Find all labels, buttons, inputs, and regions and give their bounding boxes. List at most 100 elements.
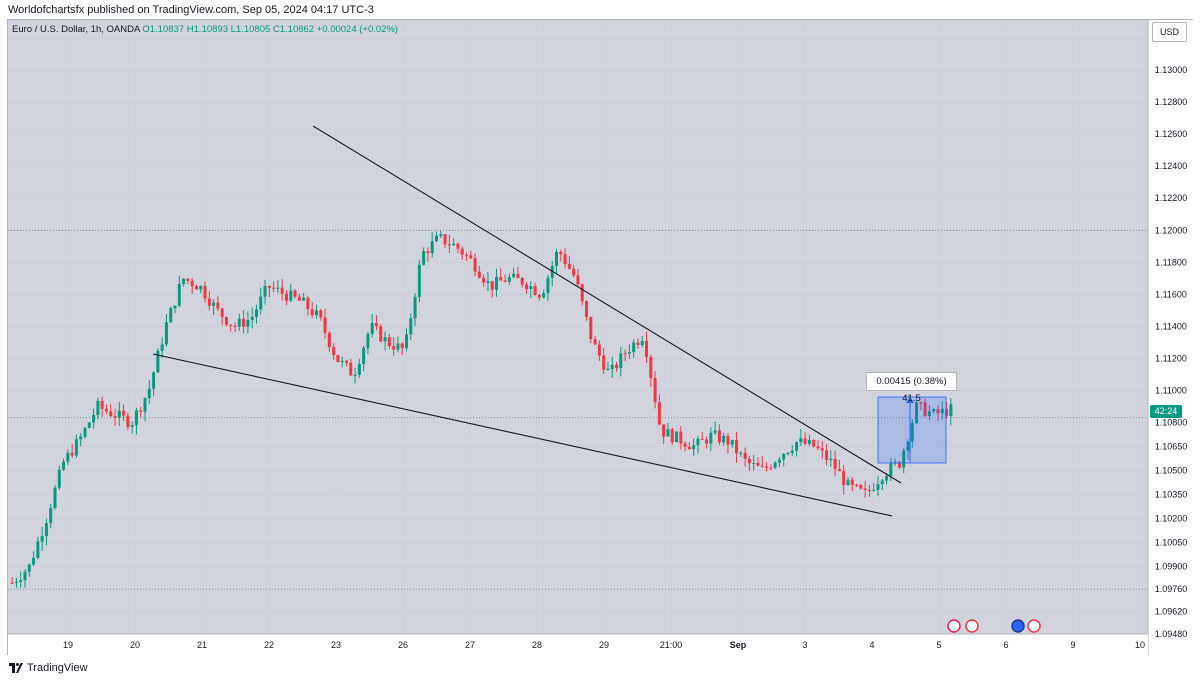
candle-body (387, 337, 391, 347)
candle-body (44, 522, 48, 537)
candlestick-chart[interactable]: 1.132001.130001.128001.126001.124001.122… (8, 20, 1194, 656)
candle-body (533, 286, 537, 295)
candle-body (773, 462, 777, 468)
candle-body (585, 301, 589, 317)
candle-body (57, 469, 61, 488)
candle-body (104, 408, 108, 412)
candle-body (636, 342, 640, 345)
candle-body (434, 235, 438, 242)
candle-body (833, 458, 837, 470)
candle-body (374, 322, 378, 327)
price-tick-label: 1.12400 (1155, 161, 1188, 171)
candle-body (297, 296, 301, 301)
candle-body (396, 343, 400, 350)
countdown-badge: 42:24 (1150, 405, 1182, 418)
candle-body (546, 277, 550, 293)
candle-body (152, 372, 156, 389)
candle-body (765, 466, 769, 468)
time-tick-label: 21 (197, 640, 207, 650)
candle-body (790, 450, 794, 453)
candle-body (825, 450, 829, 460)
candle-body (464, 254, 468, 256)
candle-body (872, 489, 876, 491)
candle-body (687, 446, 691, 450)
candle-body (906, 441, 910, 451)
candle-body (842, 471, 846, 486)
candle-body (726, 435, 730, 445)
candle-body (74, 439, 78, 456)
chart-panel[interactable]: 1.132001.130001.128001.126001.124001.122… (7, 19, 1194, 656)
candle-body (662, 424, 666, 437)
candle-body (79, 436, 83, 440)
us-flag-icon[interactable] (965, 619, 979, 633)
candle-body (889, 463, 893, 477)
candle-body (27, 564, 31, 572)
candle-body (910, 422, 914, 442)
candle-body (109, 411, 113, 417)
candle-body (332, 347, 336, 356)
candle-body (469, 255, 473, 259)
candle-body (70, 452, 74, 456)
candle-body (743, 452, 747, 459)
candle-body (276, 287, 280, 289)
price-tick-label: 1.10350 (1155, 490, 1188, 500)
candle-body (795, 442, 799, 451)
candle-body (259, 296, 263, 310)
candle-body (177, 283, 181, 306)
candle-body (683, 443, 687, 447)
candle-body (319, 310, 323, 318)
time-tick-label: 27 (465, 640, 475, 650)
flash-icon[interactable] (947, 619, 961, 633)
candle-body (777, 459, 781, 463)
candle-body (302, 297, 306, 301)
candle-body (473, 258, 477, 272)
candle-body (126, 415, 130, 427)
candle-body (477, 271, 481, 278)
candle-body (10, 582, 14, 584)
price-tick-label: 1.10800 (1155, 418, 1188, 428)
eu-flag-icon[interactable] (1011, 619, 1025, 633)
candle-body (555, 252, 559, 266)
time-tick-label: 22 (264, 640, 274, 650)
candle-body (327, 332, 331, 348)
price-tick-label: 1.09760 (1155, 584, 1188, 594)
candle-body (207, 298, 211, 306)
candle-body (516, 273, 520, 279)
candle-body (739, 452, 743, 454)
candle-body (310, 309, 314, 316)
symbol-legend[interactable]: Euro / U.S. Dollar, 1h, OANDA O1.10837 H… (12, 24, 398, 35)
footer-brand[interactable]: TradingView (9, 662, 88, 674)
candle-body (417, 264, 421, 297)
candle-body (850, 479, 854, 485)
candle-body (692, 445, 696, 450)
time-tick-label: 10 (1135, 640, 1145, 650)
candle-body (40, 536, 44, 542)
candle-body (392, 346, 396, 350)
candle-body (229, 324, 233, 326)
candle-body (490, 281, 494, 290)
candle-body (186, 278, 190, 281)
price-tick-label: 1.12200 (1155, 193, 1188, 203)
us-flag-icon[interactable] (1027, 619, 1041, 633)
price-tick-label: 1.11600 (1155, 289, 1187, 299)
candle-body (349, 362, 353, 376)
candle-body (632, 342, 636, 353)
candle-body (430, 241, 434, 254)
candle-body (289, 290, 293, 301)
candle-body (199, 285, 203, 290)
candle-body (130, 425, 134, 427)
candle-body (597, 344, 601, 356)
upper-trend-line (312, 125, 902, 484)
candle-body (576, 275, 580, 285)
candle-body (32, 557, 36, 565)
time-tick-label: 28 (532, 640, 542, 650)
candle-body (717, 430, 721, 443)
candle-body (323, 317, 327, 333)
candle-body (280, 287, 284, 294)
candle-body (657, 402, 661, 425)
candle-body (705, 439, 709, 444)
candle-body (362, 347, 366, 365)
candle-body (559, 252, 563, 255)
price-tick-label: 1.13000 (1155, 65, 1188, 75)
currency-button[interactable]: USD (1152, 22, 1187, 42)
